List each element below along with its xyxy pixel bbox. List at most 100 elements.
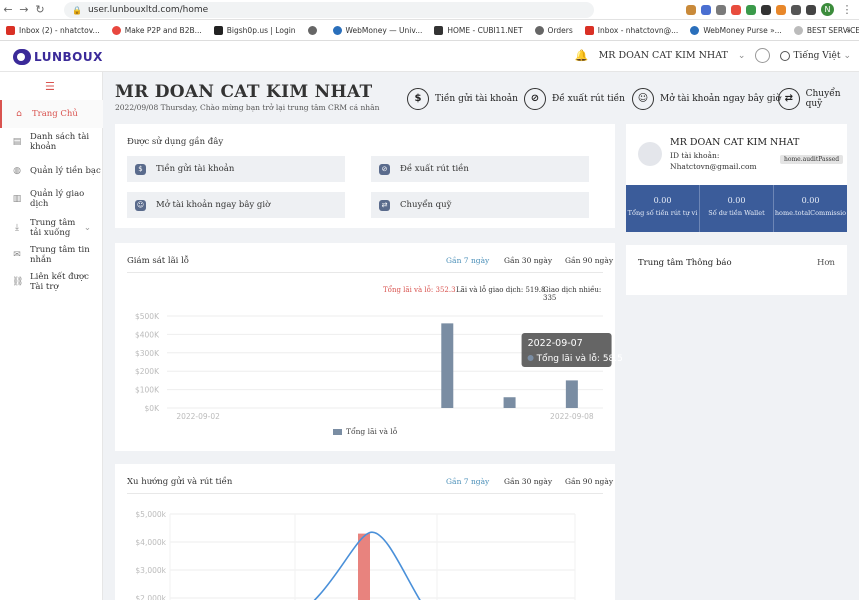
trend-range-90d[interactable]: Gần 90 ngày xyxy=(565,477,614,486)
menu-toggle-icon[interactable]: ☰ xyxy=(45,80,55,93)
extension-blue-icon[interactable] xyxy=(701,4,711,15)
extension-red-icon[interactable] xyxy=(731,4,741,15)
y-tick-label: $4,000k xyxy=(135,538,166,547)
quick-withdraw-button[interactable]: ⊘ Đề xuất rút tiền xyxy=(524,88,625,110)
legend-label: Tổng lãi và lỗ xyxy=(346,427,398,436)
pnl-summary-total: Tổng lãi và lỗ: 352.3 xyxy=(383,286,456,294)
recent-open-account-button[interactable]: ☺ Mở tài khoản ngay bây giờ xyxy=(127,192,345,218)
header-user-name[interactable]: MR DOAN CAT KIM NHAT xyxy=(598,50,728,61)
bookmark-item[interactable]: Inbox (2) - nhatctov... xyxy=(6,25,100,35)
bookmark-item[interactable]: Inbox - nhatctovn@... xyxy=(584,25,678,35)
link-icon: ⛓ xyxy=(12,277,24,287)
pnl-legend[interactable]: Tổng lãi và lỗ xyxy=(333,427,397,436)
page-title: MR DOAN CAT KIM NHAT xyxy=(115,82,373,102)
sidebar-item-home[interactable]: ⌂ Trang Chủ xyxy=(0,100,103,128)
sidebar-item-sponsored-links[interactable]: ⛓ Liên kết được Tài trợ xyxy=(0,270,103,294)
chevron-down-icon[interactable]: ⌄ xyxy=(737,50,746,61)
bookmark-label: WebMoney — Univ... xyxy=(345,25,423,35)
globe-icon xyxy=(780,50,791,61)
bookmarks-more[interactable]: » xyxy=(846,25,851,35)
extension-green-icon[interactable] xyxy=(746,4,756,15)
quick-action-label: Tiền gửi tài khoản xyxy=(435,94,518,104)
bookmark-item[interactable]: Bigsh0p.us | Login xyxy=(213,25,296,35)
sidebar-item-label: Quản lý tiền bạc xyxy=(30,166,101,176)
app-header: LUNBOUX 🔔 MR DOAN CAT KIM NHAT ⌄ Tiếng V… xyxy=(0,41,859,72)
language-selector[interactable]: Tiếng Việt ⌄ xyxy=(780,50,851,61)
stat-label: Số dư tiền Wallet xyxy=(708,209,765,217)
divider xyxy=(127,493,603,494)
notice-card: Trung tâm Thông báo Hơn xyxy=(626,245,847,295)
extension-fox-icon[interactable] xyxy=(776,4,786,15)
pnl-range-90d[interactable]: Gần 90 ngày xyxy=(565,256,614,265)
reload-icon[interactable]: ↻ xyxy=(35,3,45,16)
user-avatar-icon[interactable] xyxy=(755,48,771,63)
tooltip-value: Tổng lãi và lỗ: 58.5 xyxy=(536,353,623,364)
y-tick-label: $500K xyxy=(135,312,160,321)
browser-menu-icon[interactable]: ⋮ xyxy=(841,3,853,16)
pnl-card: Giám sát lãi lỗ Gần 7 ngày Gần 30 ngày G… xyxy=(115,243,623,451)
sidepanel-icon[interactable] xyxy=(806,4,816,15)
status-badge: home.auditPassed xyxy=(780,155,844,164)
pnl-range-7d[interactable]: Gần 7 ngày xyxy=(446,256,490,265)
star-icon xyxy=(793,25,803,35)
profile-card: MR DOAN CAT KIM NHAT ID tài khoản: Nhatc… xyxy=(626,124,847,232)
bookmark-item[interactable]: WebMoney — Univ... xyxy=(332,25,423,35)
bookmark-label: Orders xyxy=(547,25,573,35)
avatar xyxy=(638,142,662,166)
bookmark-item[interactable]: Orders xyxy=(534,25,573,35)
quick-transfer-button[interactable]: ⇄ Chuyển quỹ xyxy=(778,88,859,110)
sidebar-item-label: Trung tâm tin nhắn xyxy=(30,245,90,265)
bookmark-item[interactable]: BEST SERVICE CHE... xyxy=(793,25,859,35)
pnl-range-30d[interactable]: Gần 30 ngày xyxy=(504,256,553,265)
forward-icon[interactable]: → xyxy=(19,3,29,16)
pnl-summary-count: Giao dịch nhiều: 335 xyxy=(543,286,602,302)
bookmark-label: Make P2P and B2B... xyxy=(124,25,202,35)
tooltip-date: 2022-09-07 xyxy=(528,338,583,349)
sidebar-item-label: Trung tâm tải xuống xyxy=(30,218,76,238)
user-icon: ☺ xyxy=(632,88,654,110)
gmail-icon xyxy=(584,25,594,35)
account-list-icon: ▤ xyxy=(12,137,22,147)
bookmarks-bar: Inbox (2) - nhatctov... Make P2P and B2B… xyxy=(0,20,859,41)
quick-deposit-button[interactable]: $ Tiền gửi tài khoản xyxy=(407,88,518,110)
globe-icon xyxy=(534,25,544,35)
sidebar-item-downloads[interactable]: ⤓ Trung tâm tải xuống ⌄ xyxy=(0,216,103,240)
trend-range-30d[interactable]: Gần 30 ngày xyxy=(504,477,553,486)
globe-icon xyxy=(307,25,317,35)
y-tick-label: $2,000k xyxy=(135,594,166,600)
user-icon: ☺ xyxy=(135,199,146,211)
trend-card: Xu hướng gửi và rút tiền Gần 7 ngày Gần … xyxy=(115,464,615,600)
notice-more-link[interactable]: Hơn xyxy=(816,258,835,268)
bookmark-item[interactable]: WebMoney Purse »... xyxy=(690,25,782,35)
transfer-icon: ⇄ xyxy=(778,88,800,110)
trend-title: Xu hướng gửi và rút tiền xyxy=(127,477,233,487)
legend-swatch xyxy=(333,428,342,435)
browser-profile-avatar[interactable]: N xyxy=(821,3,834,16)
extension-cookie-icon[interactable] xyxy=(686,4,696,15)
recent-transfer-button[interactable]: ⇄ Chuyển quỹ xyxy=(371,192,589,218)
bookmark-item[interactable]: HOME - CUBI11.NET xyxy=(434,25,523,35)
bookmark-item[interactable]: Make P2P and B2B... xyxy=(111,25,202,35)
bar xyxy=(358,533,370,600)
extension-gray-icon[interactable] xyxy=(716,4,726,15)
sidebar-item-accounts[interactable]: ▤ Danh sách tài khoản xyxy=(0,130,103,154)
sidebar-item-money[interactable]: ◍ Quản lý tiền bạc xyxy=(0,162,103,180)
quick-open-account-button[interactable]: ☺ Mở tài khoản ngay bây giờ xyxy=(632,88,781,110)
profile-email: Nhatctovn@gmail.com xyxy=(670,162,757,171)
bell-icon[interactable]: 🔔 xyxy=(574,49,589,62)
back-icon[interactable]: ← xyxy=(3,3,13,16)
recent-deposit-button[interactable]: $ Tiền gửi tài khoản xyxy=(127,156,345,182)
trend-range-7d[interactable]: Gần 7 ngày xyxy=(446,477,490,486)
sidebar-item-label: Trang Chủ xyxy=(32,109,78,119)
address-bar[interactable]: 🔒 user.lunbouxltd.com/home xyxy=(64,2,594,18)
sidebar-item-messages[interactable]: ✉ Trung tâm tin nhắn xyxy=(0,245,103,265)
logo[interactable]: LUNBOUX xyxy=(13,49,103,65)
extensions-puzzle-icon[interactable] xyxy=(791,4,801,15)
extension-qr-icon[interactable] xyxy=(761,4,771,15)
bookmark-item[interactable] xyxy=(307,25,321,35)
sidebar-item-transactions[interactable]: ▥ Quản lý giao dịch xyxy=(0,189,103,209)
notice-title: Trung tâm Thông báo xyxy=(638,258,732,268)
recent-withdraw-button[interactable]: ⊘ Đề xuất rút tiền xyxy=(371,156,589,182)
money-icon: ◍ xyxy=(13,166,21,176)
stat-wallet-balance: 0.00 Số dư tiền Wallet xyxy=(700,185,774,232)
